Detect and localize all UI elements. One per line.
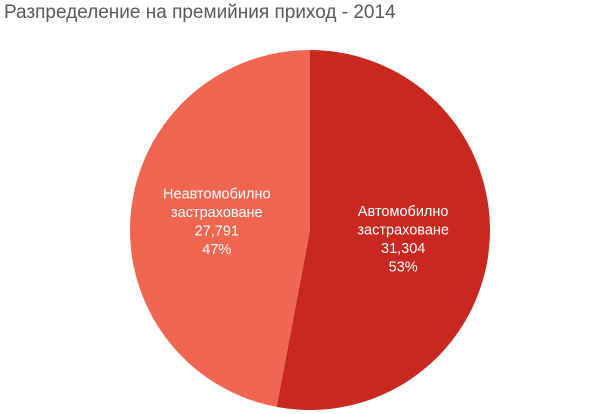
slice-name-line: Автомобилно xyxy=(358,204,449,220)
pie-labels: Автомобилно застраховане 31,304 53% Неавтомо… xyxy=(163,187,449,276)
slice-value: 31,304 xyxy=(381,241,425,257)
slice-label-1: Неавтомобилно застраховане 27,791 47% xyxy=(163,187,271,259)
slice-percent: 53% xyxy=(389,259,418,275)
slice-label-0: Автомобилно застраховане 31,304 53% xyxy=(357,204,449,276)
pie-slice-0 xyxy=(276,50,490,410)
slice-value: 27,791 xyxy=(195,224,239,240)
slice-name-line: застраховане xyxy=(171,205,263,221)
slice-name-line: застраховане xyxy=(357,222,449,238)
slice-percent: 47% xyxy=(202,242,231,258)
pie-slices xyxy=(129,50,490,410)
pie-slice-1 xyxy=(129,50,310,407)
chart-title: Разпределение на премийния приход - 2014 xyxy=(4,2,396,23)
slice-name-line: Неавтомобилно xyxy=(163,187,271,203)
